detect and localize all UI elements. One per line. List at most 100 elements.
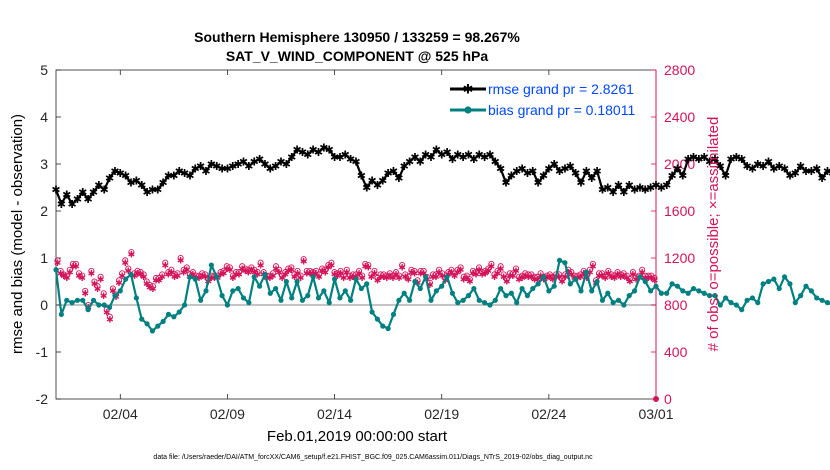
rmse-point: ✱ xyxy=(501,178,510,190)
obs-assimilated-point: ✱ xyxy=(386,271,394,281)
obs-assimilated-point: ✱ xyxy=(140,272,148,282)
obs-assimilated-point: ✱ xyxy=(448,267,456,277)
obs-assimilated-point: ✱ xyxy=(598,271,606,281)
obs-assimilated-point: ✱ xyxy=(605,268,613,278)
obs-possible-point xyxy=(269,270,276,277)
rmse-point: ✱ xyxy=(544,164,553,176)
rmse-point: ✱ xyxy=(817,173,826,185)
obs-possible-point xyxy=(534,273,541,280)
obs-possible-point xyxy=(506,270,513,277)
bias-point xyxy=(642,278,648,285)
obs-possible-point xyxy=(128,249,135,256)
rmse-point: ✱ xyxy=(453,149,462,161)
bias-point xyxy=(589,288,595,294)
obs-possible-point xyxy=(568,269,575,276)
obs-possible-point xyxy=(229,272,236,279)
obs-possible-point xyxy=(488,260,495,267)
rmse-point: ✱ xyxy=(759,161,768,173)
obs-possible-point xyxy=(125,265,132,272)
obs-assimilated-point: ✱ xyxy=(297,273,305,283)
bias-point xyxy=(181,302,188,308)
bias-point xyxy=(819,297,825,303)
obs-assimilated-point: ✱ xyxy=(300,257,308,267)
rmse-point: ✱ xyxy=(485,149,494,161)
obs-possible-point xyxy=(69,260,76,267)
y-left-tick-label: 4 xyxy=(40,109,48,125)
obs-assimilated-point: ✱ xyxy=(315,272,323,282)
rmse-point: ✱ xyxy=(244,161,253,173)
obs-possible-point xyxy=(294,267,301,274)
obs-assimilated-point: ✱ xyxy=(81,288,89,298)
obs-possible-point xyxy=(577,271,584,278)
bias-point xyxy=(428,297,434,303)
y-left-tick-label: -1 xyxy=(36,344,49,360)
chart-title-line1: Southern Hemisphere 130950 / 133259 = 98… xyxy=(194,29,520,45)
obs-assimilated-point: ✱ xyxy=(583,273,591,283)
obs-assimilated-point: ✱ xyxy=(257,260,265,270)
obs-possible-point xyxy=(337,267,344,274)
obs-possible-point xyxy=(617,271,624,278)
x-axis-label: Feb.01,2019 00:00:00 start xyxy=(267,428,448,445)
bias-point xyxy=(423,274,429,280)
obs-assimilated-point: ✱ xyxy=(198,271,206,281)
obs-assimilated-point: ✱ xyxy=(651,276,659,286)
obs-assimilated-point: ✱ xyxy=(429,272,437,282)
obs-possible-point xyxy=(156,274,163,282)
obs-assimilated-point: ✱ xyxy=(78,273,86,283)
bias-point xyxy=(519,285,525,292)
obs-assimilated-point: ✱ xyxy=(408,267,416,277)
bias-point xyxy=(626,293,632,299)
bias-point xyxy=(546,288,552,294)
rmse-point: ✱ xyxy=(748,164,757,176)
obs-assimilated-point: ✱ xyxy=(528,272,536,282)
rmse-point: ✱ xyxy=(314,147,323,159)
obs-assimilated-point: ✱ xyxy=(254,270,262,280)
bias-point xyxy=(106,304,113,310)
obs-possible-point xyxy=(651,274,658,282)
obs-possible-point xyxy=(466,276,473,283)
bias-point xyxy=(85,307,91,313)
obs-possible-point xyxy=(116,277,123,284)
obs-possible-point xyxy=(629,269,636,276)
bias-point xyxy=(631,288,638,294)
bias-point xyxy=(240,295,247,301)
bias-point xyxy=(680,288,686,294)
bias-point xyxy=(133,295,139,301)
bias-point xyxy=(123,276,129,282)
obs-possible-point xyxy=(497,263,504,270)
obs-assimilated-point: ✱ xyxy=(500,272,508,282)
obs-assimilated-point: ✱ xyxy=(586,267,594,277)
obs-assimilated-point: ✱ xyxy=(88,268,96,278)
obs-possible-point xyxy=(306,267,313,274)
x-tick-label: 03/01 xyxy=(638,406,673,422)
obs-assimilated-point: ✱ xyxy=(180,267,188,277)
bias-point xyxy=(251,274,257,280)
y-left-tick-label: 3 xyxy=(40,156,48,172)
rmse-point: ✱ xyxy=(426,152,435,164)
obs-possible-point xyxy=(316,271,323,278)
bias-point xyxy=(439,283,445,289)
obs-assimilated-point: ✱ xyxy=(346,273,354,283)
y-left-tick-label: -2 xyxy=(36,391,49,407)
obs-possible-point xyxy=(322,266,329,273)
bias-point xyxy=(444,274,450,280)
obs-possible-point xyxy=(217,269,224,276)
obs-assimilated-point: ✱ xyxy=(481,268,489,278)
obs-assimilated-point: ✱ xyxy=(638,267,646,277)
rmse-point: ✱ xyxy=(298,147,307,159)
x-tick-label: 02/14 xyxy=(317,406,352,422)
obs-possible-point xyxy=(472,269,480,276)
bias-point xyxy=(455,300,461,306)
obs-assimilated-point: ✱ xyxy=(235,270,243,280)
obs-assimilated-point: ✱ xyxy=(334,271,342,281)
obs-assimilated-point: ✱ xyxy=(543,273,551,283)
obs-assimilated-point: ✱ xyxy=(555,272,563,282)
obs-assimilated-point: ✱ xyxy=(131,271,139,281)
rmse-point: ✱ xyxy=(73,194,82,206)
obs-possible-point xyxy=(469,267,476,274)
obs-assimilated-point: ✱ xyxy=(109,286,117,296)
obs-assimilated-point: ✱ xyxy=(118,271,126,281)
rmse-point: ✱ xyxy=(437,149,446,161)
obs-assimilated-point: ✱ xyxy=(601,273,609,283)
bias-point xyxy=(610,300,616,306)
